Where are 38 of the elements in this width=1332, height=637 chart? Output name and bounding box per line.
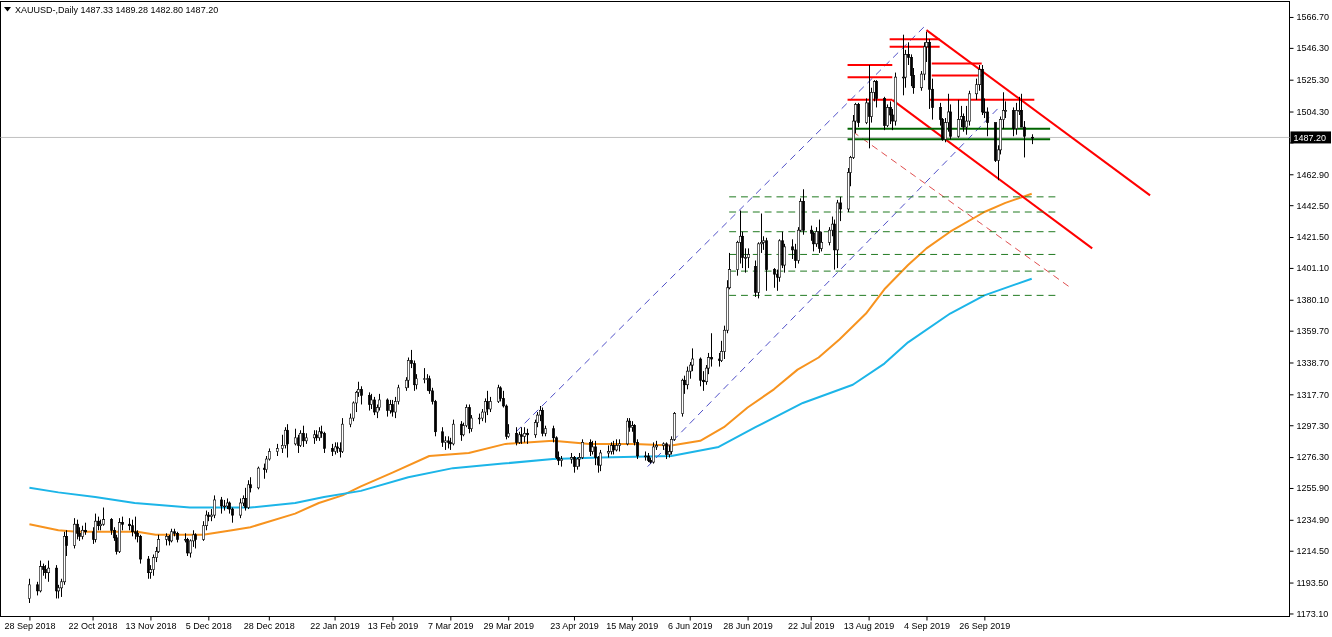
y-tick-label: 1462.90 bbox=[1296, 169, 1330, 180]
y-tick-label: 1338.70 bbox=[1296, 357, 1330, 368]
y-tick-label: 1546.30 bbox=[1296, 43, 1330, 54]
x-tick-label: 22 Oct 2018 bbox=[68, 620, 118, 631]
x-tick-label: 23 Apr 2019 bbox=[550, 620, 599, 631]
y-tick-label: 1401.10 bbox=[1296, 263, 1330, 274]
x-tick-label: 7 Mar 2019 bbox=[428, 620, 474, 631]
y-tick-label: 1504.30 bbox=[1296, 106, 1330, 117]
x-tick-label: 22 Jan 2019 bbox=[310, 620, 360, 631]
x-tick-label: 26 Sep 2019 bbox=[959, 620, 1011, 631]
x-tick-label: 6 Jun 2019 bbox=[667, 620, 713, 631]
y-tick-label: 1234.90 bbox=[1296, 515, 1330, 526]
y-tick-label: 1442.50 bbox=[1296, 200, 1330, 211]
y-tick-label: 1525.30 bbox=[1296, 75, 1330, 86]
y-tick-label: 1317.70 bbox=[1296, 389, 1330, 400]
x-tick-label: 28 Jun 2019 bbox=[723, 620, 773, 631]
x-tick-label: 28 Sep 2018 bbox=[4, 620, 56, 631]
x-tick-label: 28 Dec 2018 bbox=[243, 620, 295, 631]
y-tick-label: 1421.50 bbox=[1296, 232, 1330, 243]
y-tick-label: 1173.10 bbox=[1296, 608, 1329, 619]
x-tick-label: 5 Dec 2018 bbox=[185, 620, 232, 631]
y-tick-label: 1297.30 bbox=[1296, 420, 1330, 431]
x-tick-label: 13 Aug 2019 bbox=[843, 620, 895, 631]
x-tick-label: 15 May 2019 bbox=[606, 620, 659, 631]
chart-title: XAUUSD-,Daily 1487.33 1489.28 1482.80 1487.20 bbox=[15, 4, 219, 15]
y-tick-label: 1276.30 bbox=[1296, 452, 1330, 463]
y-tick-label: 1359.70 bbox=[1296, 326, 1330, 337]
y-tick-label: 1193.50 bbox=[1296, 577, 1329, 588]
x-tick-label: 4 Sep 2019 bbox=[903, 620, 950, 631]
x-tick-label: 13 Feb 2019 bbox=[367, 620, 419, 631]
ref-line-label: 1487.20 bbox=[1293, 132, 1327, 143]
y-tick-label: 1214.50 bbox=[1296, 546, 1330, 557]
y-tick-label: 1566.70 bbox=[1296, 12, 1330, 23]
y-tick-label: 1380.10 bbox=[1296, 295, 1330, 306]
x-tick-label: 29 Mar 2019 bbox=[483, 620, 534, 631]
x-tick-label: 13 Nov 2018 bbox=[125, 620, 177, 631]
y-tick-label: 1255.90 bbox=[1296, 483, 1330, 494]
x-tick-label: 22 Jul 2019 bbox=[787, 620, 835, 631]
